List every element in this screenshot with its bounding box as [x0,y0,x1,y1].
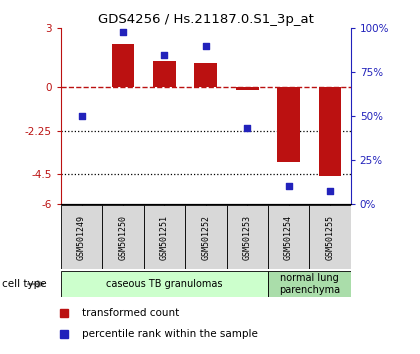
Text: GSM501253: GSM501253 [243,215,252,260]
Text: GSM501255: GSM501255 [326,215,334,260]
Text: transformed count: transformed count [82,308,180,318]
Bar [319,87,341,176]
Bar [144,205,185,269]
Bar [236,87,259,90]
Bar [194,63,217,87]
Bar [112,44,134,87]
Bar [268,205,309,269]
Point [202,43,209,49]
Text: percentile rank within the sample: percentile rank within the sample [82,329,258,339]
Text: GSM501251: GSM501251 [160,215,169,260]
Point [161,52,168,57]
Text: GSM501254: GSM501254 [284,215,293,260]
Bar [309,205,351,269]
Text: GSM501252: GSM501252 [201,215,210,260]
Bar [102,205,144,269]
Text: GSM501250: GSM501250 [118,215,128,260]
Point [244,125,251,131]
Text: normal lung
parenchyma: normal lung parenchyma [279,273,340,295]
Bar [153,62,176,87]
Point [285,183,292,189]
Bar [61,271,268,297]
Title: GDS4256 / Hs.21187.0.S1_3p_at: GDS4256 / Hs.21187.0.S1_3p_at [98,13,314,26]
Bar [61,205,102,269]
Bar [277,87,300,162]
Point [78,113,85,119]
Bar [226,205,268,269]
Bar [185,205,226,269]
Bar [268,271,351,297]
Text: cell type: cell type [2,279,47,289]
Text: caseous TB granulomas: caseous TB granulomas [106,279,223,289]
Text: GSM501249: GSM501249 [77,215,86,260]
Point [120,29,126,35]
Point [327,188,333,194]
